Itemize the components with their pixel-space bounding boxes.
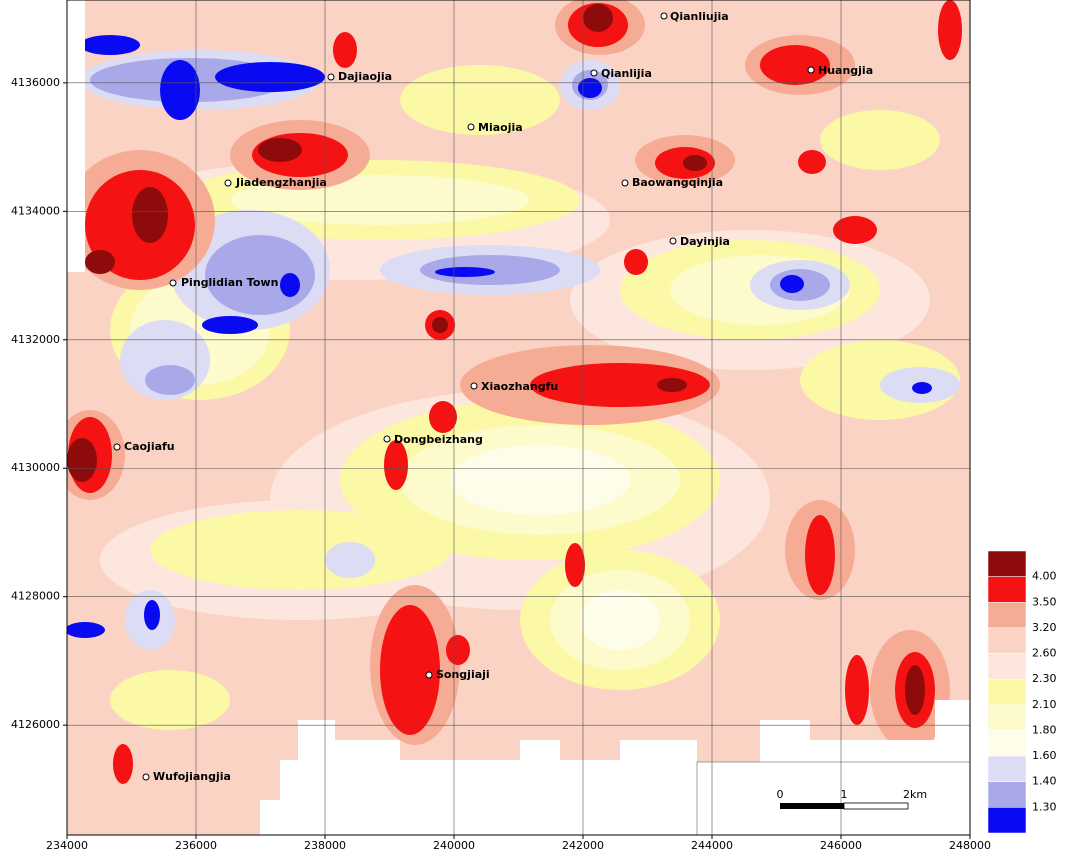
place-label: Dongbeizhang	[394, 433, 483, 446]
place-label: Huangjia	[818, 64, 873, 77]
x-tick-label: 238000	[304, 839, 346, 852]
legend-label: 2.10	[1032, 698, 1057, 711]
place-marker	[113, 443, 121, 451]
x-tick-label: 248000	[949, 839, 991, 852]
legend-label: 3.50	[1032, 595, 1057, 608]
places: Qianliujia Dajiaojia Qianlijia Huangjia …	[113, 10, 873, 783]
x-tick-label: 234000	[46, 839, 88, 852]
place-marker	[669, 237, 677, 245]
place-label: Wufojiangjia	[153, 770, 231, 783]
y-tick-label: 4132000	[11, 333, 60, 346]
place-label: Pinglidian Town	[181, 276, 278, 289]
legend-label: 1.40	[1032, 775, 1057, 788]
place-label: Qianliujia	[670, 10, 729, 23]
y-tick-label: 4130000	[11, 461, 60, 474]
scale-segment	[843, 802, 909, 810]
legend-swatch	[987, 653, 1027, 680]
y-tick-label: 4128000	[11, 590, 60, 603]
legend-label: 1.30	[1032, 800, 1057, 813]
place-marker	[327, 73, 335, 81]
x-tick-label: 246000	[820, 839, 862, 852]
legend-swatch	[987, 730, 1027, 757]
legend-label: 4.00	[1032, 570, 1057, 583]
scale-box	[696, 761, 971, 836]
legend-swatch	[987, 602, 1027, 629]
legend-swatch	[987, 576, 1027, 603]
legend-swatch	[987, 807, 1027, 834]
legend-swatch	[987, 781, 1027, 808]
x-tick-label: 236000	[175, 839, 217, 852]
legend-label: 2.60	[1032, 647, 1057, 660]
legend-label: 1.80	[1032, 723, 1057, 736]
legend-label: 3.20	[1032, 621, 1057, 634]
place-marker	[470, 382, 478, 390]
legend-swatch	[987, 550, 1027, 577]
place-label: Xiaozhangfu	[481, 380, 558, 393]
y-tick-label: 4136000	[11, 76, 60, 89]
x-tick-label: 244000	[691, 839, 733, 852]
place-marker	[383, 435, 391, 443]
place-label: Baowangqinjia	[632, 176, 723, 189]
scale-segment	[780, 803, 844, 809]
place-marker	[660, 12, 668, 20]
place-marker	[425, 671, 433, 679]
scale-label: 2km	[903, 788, 927, 801]
place-label: Caojiafu	[124, 440, 175, 453]
legend: 4.00 3.50 3.20 2.60 2.30 2.10 1.80 1.60 1.40 1.30	[987, 550, 1057, 834]
place-marker	[169, 279, 177, 287]
place-marker	[590, 69, 598, 77]
place-marker	[807, 66, 815, 74]
legend-swatch	[987, 755, 1027, 782]
place-label: Dayinjia	[680, 235, 730, 248]
x-tick-label: 240000	[433, 839, 475, 852]
place-marker	[224, 179, 232, 187]
y-tick-label: 4134000	[11, 204, 60, 217]
place-marker	[467, 123, 475, 131]
legend-swatch	[987, 627, 1027, 654]
place-label: Miaojia	[478, 121, 523, 134]
y-tick-label: 4126000	[11, 718, 60, 731]
place-label: Qianlijia	[601, 67, 652, 80]
plot-frame	[66, 0, 971, 836]
scale-label: 0	[777, 788, 784, 801]
place-label: Songjiaji	[436, 668, 490, 681]
legend-swatch	[987, 704, 1027, 731]
legend-label: 2.30	[1032, 672, 1057, 685]
place-marker	[621, 179, 629, 187]
scale-label: 1	[841, 788, 848, 801]
legend-swatch	[987, 678, 1027, 706]
place-label: Dajiaojia	[338, 70, 392, 83]
scale-bar: 0 1 2km	[777, 788, 927, 810]
x-tick-label: 242000	[562, 839, 604, 852]
place-label: Jiadengzhanjia	[235, 176, 327, 189]
legend-label: 1.60	[1032, 749, 1057, 762]
place-marker	[142, 773, 150, 781]
